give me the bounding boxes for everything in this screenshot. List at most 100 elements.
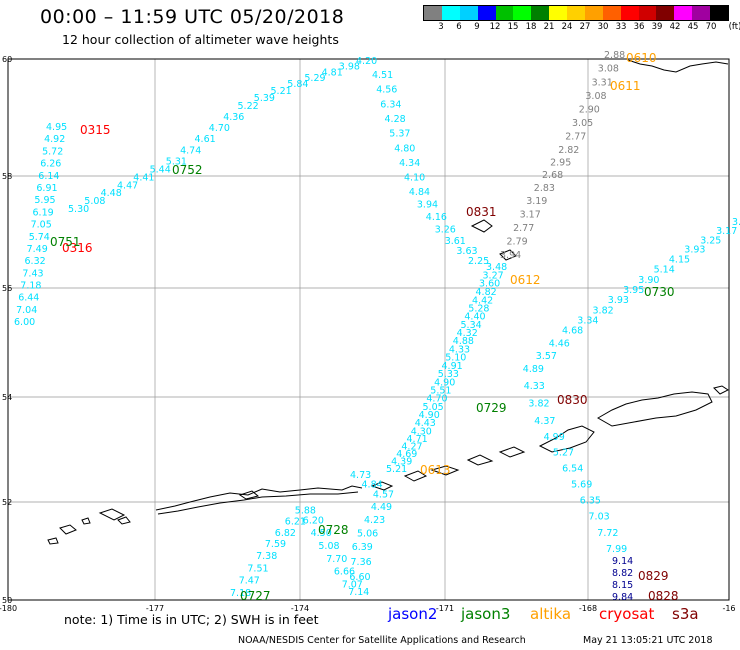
scale-swatch — [441, 6, 460, 20]
longitude-label: -168 — [579, 604, 597, 613]
wave-height-value: 5.74 — [29, 232, 50, 243]
scale-swatch — [620, 6, 639, 20]
wave-height-value: 4.46 — [549, 338, 570, 349]
wave-height-value: 8.82 — [612, 568, 633, 579]
wave-height-value: 6.19 — [33, 207, 54, 218]
wave-height-value: 4.95 — [46, 122, 67, 133]
wave-height-value: 6.00 — [14, 317, 35, 328]
scale-label: 18 — [525, 22, 537, 32]
coastline-segment — [47, 537, 59, 545]
wave-track-altika-0611: 2.88 3.08 3.31 3.08 2.90 3.05 2.77 2.82 2.952.68… — [500, 50, 625, 261]
wave-height-value: 4.20 — [356, 56, 377, 67]
wave-track-jason3-0752: 5.305.084.484.474.415.445.314.744.614.70… — [68, 56, 377, 215]
scale-label: 45 — [687, 22, 699, 32]
wave-track-navy-tail: 9.148.828.159.84 — [612, 556, 633, 603]
wave-height-value: 5.27 — [553, 448, 574, 459]
wave-height-value: 4.88 — [453, 336, 474, 347]
wave-height-value: 5.88 — [295, 505, 316, 516]
wave-height-value: 9.14 — [612, 556, 633, 567]
scale-label: 6 — [456, 22, 462, 32]
wave-height-value: 4.23 — [364, 515, 385, 526]
wave-track-jason3-0728: 4.734.844.57 4.49 4.23 5.06 6.39 7.36 6.60 7.14… — [230, 470, 394, 599]
coastline-segment — [538, 425, 595, 453]
wave-height-value: 3.08 — [585, 91, 606, 102]
wave-height-value: 6.20 — [303, 515, 324, 526]
wave-height-value: 3.17 — [520, 209, 541, 220]
wave-height-value: 3.94 — [500, 250, 521, 261]
scale-label: 42 — [669, 22, 681, 32]
wave-height-value: 7.14 — [348, 587, 369, 598]
wave-height-value: 2.90 — [579, 105, 600, 116]
wave-height-value: 3.19 — [526, 196, 547, 207]
wave-height-value: 4.80 — [394, 143, 415, 154]
wave-height-value: 7.36 — [351, 557, 372, 568]
wave-track-s3a-0831-west: 4.51 4.56 6.34 4.28 5.37 4.80 4.34 4.10 4.84 3.94… — [372, 70, 489, 267]
latitude-label: 52 — [2, 498, 12, 507]
wave-height-value: 4.37 — [534, 416, 555, 427]
scale-label: 33 — [615, 22, 627, 32]
longitude-label: -177 — [146, 604, 164, 613]
latitude-label: 50 — [2, 596, 12, 605]
wave-height-value: 3.93 — [608, 295, 629, 306]
scale-label: 30 — [597, 22, 609, 32]
wave-height-value: 5.34 — [461, 320, 482, 331]
scale-label: 27 — [579, 22, 591, 32]
wave-height-value: 3.08 — [598, 64, 619, 75]
wave-height-value: 4.10 — [404, 172, 425, 183]
wave-height-value: 5.95 — [34, 195, 55, 206]
wave-height-value: 7.43 — [22, 268, 43, 279]
wave-height-value: 3.61 — [445, 236, 466, 247]
latitude-label: 56 — [2, 284, 12, 293]
scale-swatch — [638, 6, 657, 20]
wave-height-value: 6.26 — [40, 159, 61, 170]
wave-height-value: 5.08 — [318, 541, 339, 552]
pass-time-0611: 0611 — [610, 79, 641, 93]
wave-height-value: 3.48 — [486, 262, 507, 273]
wave-height-value: 4.40 — [464, 312, 485, 323]
wave-height-value: 8.15 — [612, 580, 633, 591]
wave-height-value: 7.07 — [342, 580, 363, 591]
wave-height-value: 4.16 — [426, 212, 447, 223]
scale-swatch — [424, 6, 442, 20]
wave-height-value: 4.39 — [391, 457, 412, 468]
wave-track-jason3-0730: 3.043.173.253.934.155.143.903.953.933.82… — [523, 217, 740, 555]
wave-height-value: 4.90 — [419, 410, 440, 421]
wave-height-value: 7.04 — [16, 305, 37, 316]
scale-swatch — [513, 6, 532, 20]
wave-height-value: 4.42 — [472, 295, 493, 306]
latitude-label: 58 — [2, 172, 12, 181]
generation-timestamp: May 21 13:05:21 UTC 2018 — [583, 635, 713, 646]
pass-time-0730: 0730 — [644, 285, 675, 299]
coastline-segment — [713, 385, 729, 395]
legend-jason3: jason3 — [461, 605, 511, 623]
pass-time-0315: 0315 — [80, 123, 111, 137]
wave-height-value: 5.21 — [386, 464, 407, 475]
coastline-segment — [155, 485, 363, 511]
scale-swatch — [495, 6, 514, 20]
wave-height-value: 3.31 — [592, 77, 613, 88]
coastline-segment — [499, 249, 517, 261]
wave-height-value: 5.33 — [438, 369, 459, 380]
coastline-segment — [59, 524, 77, 535]
wave-height-value: 3.95 — [623, 285, 644, 296]
pass-time-0752: 0752 — [172, 163, 203, 177]
wave-height-value: 4.28 — [385, 114, 406, 125]
pass-time-0613: 0613 — [420, 463, 451, 477]
wave-height-value: 6.44 — [18, 293, 39, 304]
scale-label: 12 — [489, 22, 501, 32]
coastline-segment — [430, 465, 460, 476]
wave-height-value: 2.77 — [513, 223, 534, 234]
wave-height-value: 6.32 — [25, 256, 46, 267]
latitude-label: 54 — [2, 393, 12, 402]
wave-height-value: 3.82 — [528, 399, 549, 410]
wave-height-value: 5.37 — [389, 129, 410, 140]
wave-height-value: 4.49 — [371, 502, 392, 513]
coastline-segment — [98, 508, 126, 521]
wave-height-value: 3.04 — [732, 217, 740, 228]
map-frame — [7, 58, 730, 601]
wave-height-value: 2.82 — [558, 145, 579, 156]
legend-altika: altika — [530, 605, 572, 623]
wave-height-value: 5.30 — [68, 204, 89, 215]
